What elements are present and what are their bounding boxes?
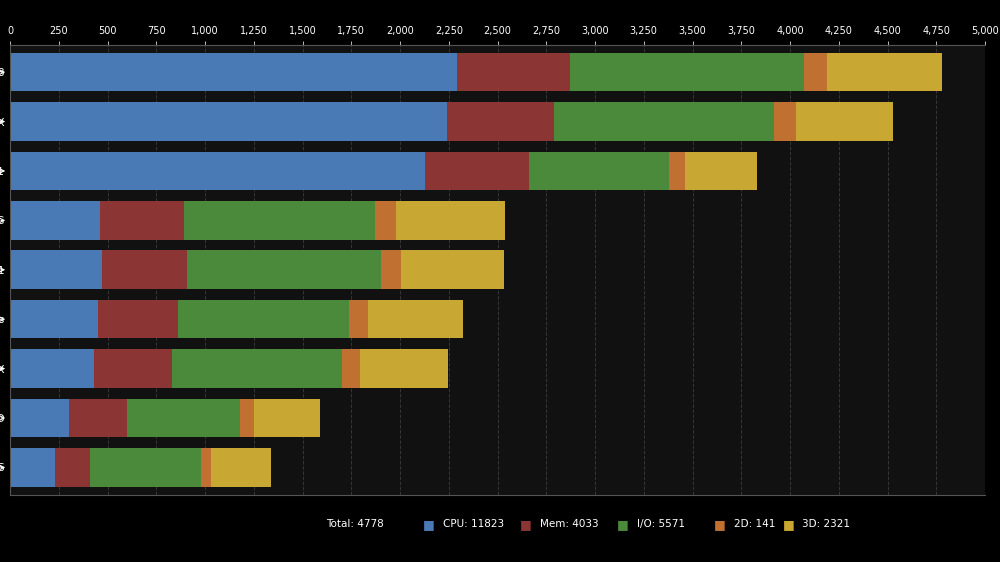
Bar <box>10 53 457 92</box>
Text: 2D: 141: 2D: 141 <box>734 519 775 529</box>
Bar <box>98 300 178 338</box>
Bar <box>254 398 320 437</box>
Text: ■: ■ <box>423 518 435 531</box>
Bar <box>178 300 349 338</box>
Bar <box>827 53 942 92</box>
Bar <box>10 350 94 388</box>
Text: ■: ■ <box>617 518 629 531</box>
Bar <box>94 350 172 388</box>
Bar <box>447 102 554 141</box>
Bar <box>375 201 396 239</box>
Bar <box>10 398 68 437</box>
Text: Mem: 4033: Mem: 4033 <box>540 519 599 529</box>
Bar <box>10 251 102 289</box>
Text: 3D: 2321: 3D: 2321 <box>802 519 850 529</box>
Bar <box>554 102 774 141</box>
Text: ■: ■ <box>714 518 726 531</box>
Text: I/O: 5571: I/O: 5571 <box>637 519 685 529</box>
Bar <box>184 201 375 239</box>
Bar <box>10 448 55 487</box>
Bar <box>774 102 796 141</box>
Bar <box>201 448 211 487</box>
Bar <box>240 398 254 437</box>
Bar <box>380 251 401 289</box>
Bar <box>127 398 240 437</box>
Bar <box>457 53 570 92</box>
Bar <box>368 300 463 338</box>
Text: ■: ■ <box>520 518 532 531</box>
Bar <box>804 53 827 92</box>
Bar <box>55 448 90 487</box>
Bar <box>349 300 368 338</box>
Bar <box>10 102 447 141</box>
Text: Total: 4778: Total: 4778 <box>326 519 384 529</box>
Bar <box>90 448 201 487</box>
Bar <box>685 152 757 190</box>
Bar <box>342 350 360 388</box>
Bar <box>172 350 342 388</box>
Bar <box>68 398 127 437</box>
Bar <box>669 152 685 190</box>
Bar <box>102 251 187 289</box>
Bar <box>187 251 380 289</box>
Bar <box>401 251 504 289</box>
Bar <box>425 152 529 190</box>
Bar <box>10 152 425 190</box>
Bar <box>10 300 98 338</box>
Bar <box>396 201 505 239</box>
Bar <box>10 201 100 239</box>
Text: ■: ■ <box>782 518 794 531</box>
Bar <box>570 53 804 92</box>
Bar <box>100 201 184 239</box>
Bar <box>211 448 271 487</box>
Bar <box>529 152 669 190</box>
Bar <box>796 102 893 141</box>
Text: CPU: 11823: CPU: 11823 <box>443 519 504 529</box>
Bar <box>360 350 448 388</box>
